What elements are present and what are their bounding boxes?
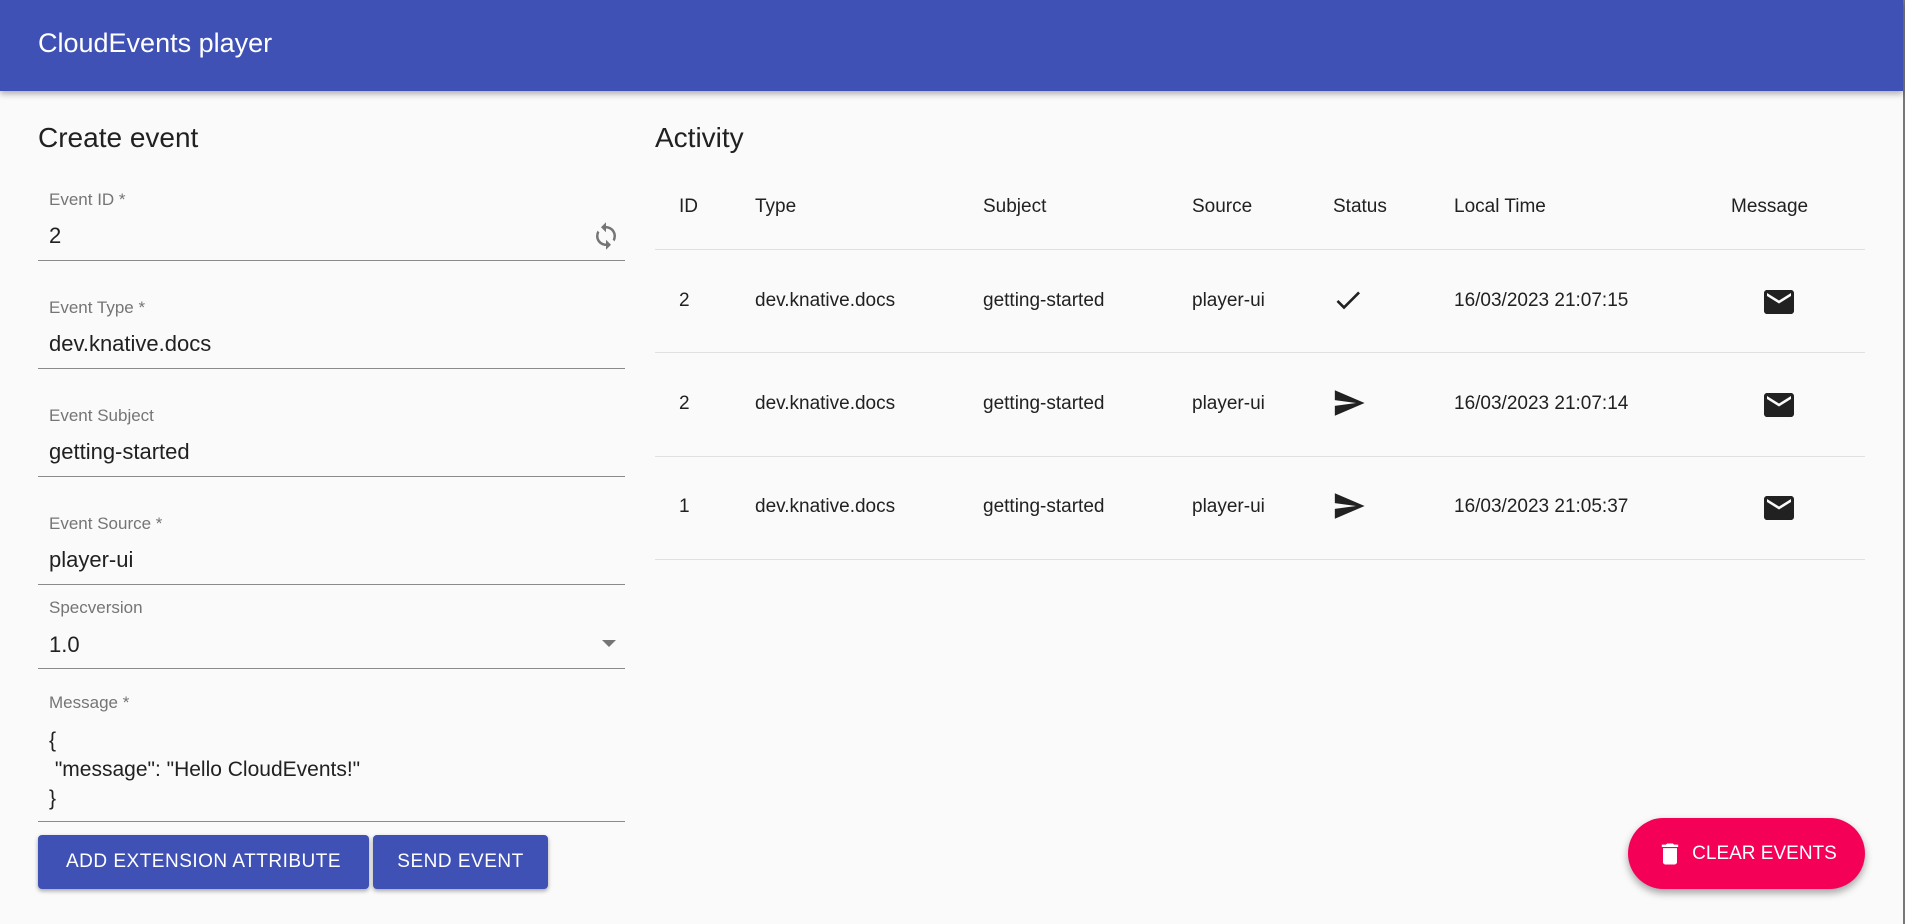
- event-id-label: Event ID *: [49, 190, 126, 209]
- column-header-type: Type: [755, 196, 797, 217]
- message-label: Message *: [49, 693, 130, 712]
- event-type-label: Event Type *: [49, 298, 146, 317]
- message-textarea[interactable]: { "message": "Hello CloudEvents!" }: [49, 729, 361, 810]
- window-border: [1903, 0, 1905, 924]
- cell-source: player-ui: [1192, 290, 1265, 311]
- column-header-subject: Subject: [983, 196, 1047, 217]
- mail-icon[interactable]: [1761, 387, 1797, 423]
- row-divider: [655, 456, 1865, 457]
- cell-type: dev.knative.docs: [755, 496, 896, 517]
- underline: [38, 821, 625, 822]
- trash-icon: [1662, 843, 1679, 864]
- underline: [38, 260, 625, 261]
- cell-type: dev.knative.docs: [755, 290, 896, 311]
- underline: [38, 668, 625, 669]
- row-divider: [655, 559, 1865, 560]
- underline: [38, 584, 625, 585]
- check-icon: [1336, 291, 1360, 310]
- mail-icon[interactable]: [1761, 284, 1797, 320]
- cell-id: 2: [679, 290, 690, 311]
- add-extension-attribute-button[interactable]: ADD EXTENSION ATTRIBUTE: [38, 835, 369, 889]
- header-divider: [655, 249, 1865, 250]
- cell-local-time: 16/03/2023 21:05:37: [1454, 496, 1629, 517]
- specversion-value[interactable]: 1.0: [49, 632, 80, 657]
- clear-events-button[interactable]: CLEAR EVENTS: [1628, 818, 1865, 889]
- cell-id: 1: [679, 496, 690, 517]
- cell-type: dev.knative.docs: [755, 393, 896, 414]
- cell-subject: getting-started: [983, 393, 1105, 414]
- row-divider: [655, 352, 1865, 353]
- column-header-message: Message: [1731, 196, 1809, 217]
- cell-local-time: 16/03/2023 21:07:15: [1454, 290, 1629, 311]
- column-header-source: Source: [1192, 196, 1253, 217]
- column-header-local-time: Local Time: [1454, 196, 1546, 217]
- app-bar: CloudEvents player: [0, 0, 1903, 91]
- refresh-icon[interactable]: [591, 221, 621, 251]
- cell-subject: getting-started: [983, 290, 1105, 311]
- send-event-button[interactable]: SEND EVENT: [373, 835, 548, 889]
- event-subject-input[interactable]: getting-started: [49, 439, 190, 464]
- app-title: CloudEvents player: [38, 28, 273, 58]
- clear-events-label: CLEAR EVENTS: [1692, 842, 1837, 864]
- event-subject-label: Event Subject: [49, 406, 154, 425]
- send-icon: [1334, 493, 1365, 519]
- underline: [38, 368, 625, 369]
- event-id-input[interactable]: 2: [49, 223, 62, 248]
- dropdown-arrow-icon[interactable]: [599, 637, 619, 649]
- cell-source: player-ui: [1192, 496, 1265, 517]
- cell-id: 2: [679, 393, 690, 414]
- create-event-title: Create event: [38, 122, 199, 153]
- cell-source: player-ui: [1192, 393, 1265, 414]
- send-icon: [1334, 390, 1365, 416]
- underline: [38, 476, 625, 477]
- specversion-label: Specversion: [49, 598, 143, 617]
- column-header-id: ID: [679, 196, 698, 217]
- cell-local-time: 16/03/2023 21:07:14: [1454, 393, 1629, 414]
- cell-subject: getting-started: [983, 496, 1105, 517]
- mail-icon[interactable]: [1761, 490, 1797, 526]
- event-type-input[interactable]: dev.knative.docs: [49, 331, 212, 356]
- column-header-status: Status: [1333, 196, 1387, 217]
- activity-title: Activity: [655, 122, 744, 153]
- event-source-input[interactable]: player-ui: [49, 547, 134, 572]
- event-source-label: Event Source *: [49, 514, 163, 533]
